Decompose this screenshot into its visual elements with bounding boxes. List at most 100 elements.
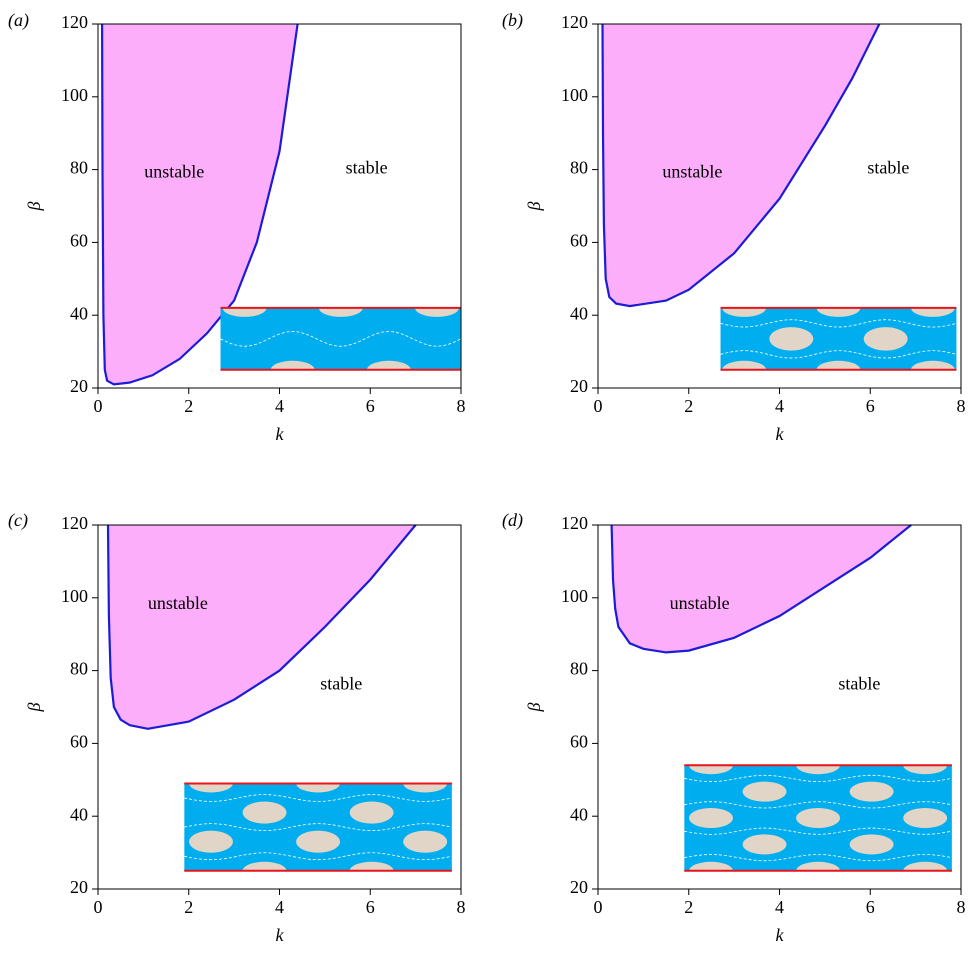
region-label: unstable — [144, 161, 204, 181]
x-tick-label: 2 — [684, 897, 693, 917]
droplet — [296, 783, 341, 793]
region-label: stable — [838, 673, 880, 693]
x-tick-label: 2 — [184, 897, 193, 917]
panel-label: (d) — [502, 510, 523, 531]
y-tick-label: 60 — [70, 231, 88, 251]
y-tick-label: 60 — [570, 231, 588, 251]
panel-label: (b) — [502, 10, 523, 31]
y-tick-label: 100 — [561, 85, 588, 105]
region-label: stable — [346, 158, 388, 178]
x-tick-label: 8 — [957, 396, 966, 416]
droplet — [222, 307, 267, 317]
region-label: stable — [867, 158, 909, 178]
x-tick-label: 4 — [275, 897, 284, 917]
x-tick-label: 8 — [457, 396, 466, 416]
x-tick-label: 4 — [775, 396, 784, 416]
droplet — [910, 307, 955, 317]
x-axis-label: k — [276, 925, 285, 945]
stability-boundary — [106, 524, 417, 730]
y-tick-label: 60 — [570, 732, 588, 752]
droplet — [903, 807, 948, 829]
channel-schematic — [184, 783, 501, 880]
panel-label: (c) — [8, 510, 28, 531]
y-tick-label: 40 — [570, 303, 588, 323]
y-tick-label: 80 — [70, 158, 88, 178]
y-tick-label: 100 — [561, 586, 588, 606]
droplet — [457, 862, 501, 880]
x-tick-label: 0 — [94, 897, 103, 917]
unstable-region — [108, 525, 416, 729]
streamline — [184, 794, 452, 802]
y-tick-label: 80 — [70, 659, 88, 679]
y-axis-label: β — [524, 201, 544, 211]
x-tick-label: 4 — [275, 396, 284, 416]
y-tick-label: 60 — [70, 732, 88, 752]
stability-boundary — [601, 23, 881, 308]
droplet — [242, 801, 287, 824]
x-tick-label: 6 — [366, 396, 375, 416]
y-tick-label: 40 — [70, 303, 88, 323]
y-axis-label: β — [24, 201, 44, 211]
region-label: unstable — [148, 593, 208, 613]
droplet — [688, 861, 733, 871]
region-label: unstable — [670, 593, 730, 613]
droplet — [816, 307, 861, 317]
droplet — [849, 834, 894, 855]
droplet — [463, 361, 507, 379]
droplet — [242, 861, 287, 871]
streamline — [220, 330, 461, 347]
droplet — [188, 783, 233, 793]
x-tick-label: 6 — [866, 396, 875, 416]
panel-label: (a) — [8, 10, 29, 31]
droplet — [796, 807, 841, 829]
region-label: stable — [320, 673, 362, 693]
x-tick-label: 0 — [594, 897, 603, 917]
droplet — [722, 360, 767, 370]
streamline — [184, 852, 452, 861]
channel — [720, 307, 957, 370]
x-axis-label: k — [776, 424, 785, 444]
unstable-region — [611, 525, 912, 653]
x-tick-label: 4 — [775, 897, 784, 917]
y-tick-label: 20 — [70, 376, 88, 396]
y-tick-label: 120 — [61, 12, 88, 32]
channel-schematic — [684, 765, 968, 871]
droplet — [318, 307, 363, 317]
y-tick-label: 120 — [561, 12, 588, 32]
streamline — [684, 853, 952, 862]
streamline — [684, 827, 952, 835]
droplet — [188, 830, 233, 853]
droplet — [796, 765, 841, 775]
y-tick-label: 120 — [561, 513, 588, 533]
unstable-region — [102, 24, 298, 385]
x-tick-label: 6 — [366, 897, 375, 917]
y-tick-label: 20 — [570, 877, 588, 897]
droplet — [722, 307, 767, 317]
droplet — [688, 807, 733, 829]
channel-schematic — [220, 307, 507, 379]
x-tick-label: 0 — [94, 396, 103, 416]
droplet — [910, 360, 955, 370]
x-axis-label: k — [776, 925, 785, 945]
unstable-region — [602, 24, 880, 307]
droplet — [688, 765, 733, 775]
y-tick-label: 40 — [570, 804, 588, 824]
region-label: unstable — [662, 161, 722, 181]
y-tick-label: 40 — [70, 804, 88, 824]
droplet — [863, 327, 908, 351]
droplet — [742, 834, 787, 855]
stability-boundary — [610, 524, 912, 654]
y-axis-label: β — [524, 702, 544, 712]
droplet — [957, 782, 968, 802]
droplet — [796, 861, 841, 871]
y-tick-label: 120 — [61, 513, 88, 533]
y-tick-label: 20 — [70, 877, 88, 897]
droplet — [349, 801, 394, 824]
streamline — [684, 774, 952, 783]
x-tick-label: 6 — [866, 897, 875, 917]
x-axis-label: k — [276, 424, 285, 444]
droplet — [903, 765, 948, 775]
x-tick-label: 8 — [957, 897, 966, 917]
droplet — [816, 360, 861, 370]
